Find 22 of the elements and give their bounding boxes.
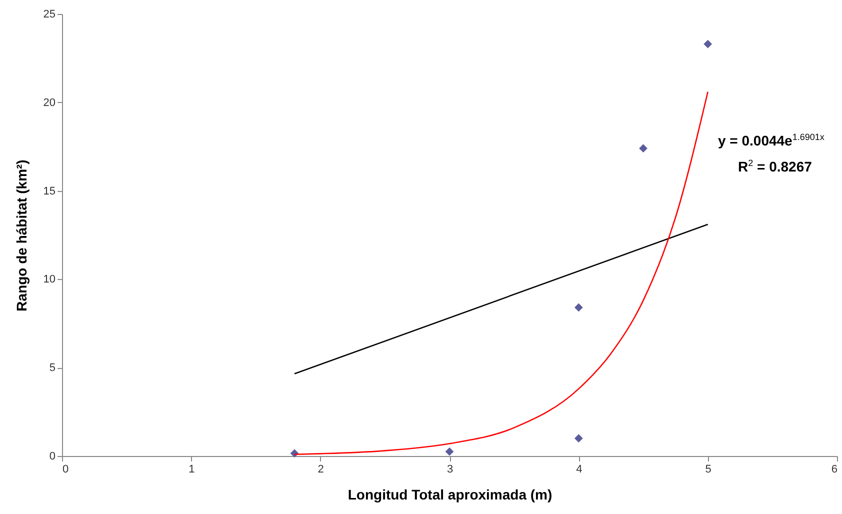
y-tick-label: 25 [43,8,56,20]
y-tick-label: 20 [43,96,56,109]
point [704,40,712,48]
x-tick-label: 3 [446,464,454,476]
point [574,303,583,312]
y-tick-label: 15 [43,185,56,198]
point [639,144,648,153]
x-tick-label: 1 [188,464,195,476]
point [445,447,454,456]
x-tick-label: 4 [576,464,582,476]
y-axis-title: Rango de hábitat (km²) [13,160,30,312]
y-tick-label: 0 [49,450,56,462]
annotation: y = 0.0044e$^{1.6901x}$ [718,132,824,149]
x-tick-label: 5 [705,464,712,476]
x-axis-title: Longitud Total aproximada (m) [348,486,552,502]
point [574,434,583,443]
x-tick-label: 2 [318,464,324,476]
annotation: R$^{2}$ = 0.8267 [738,158,812,175]
y-tick-label: 10 [43,274,56,286]
y-tick-label: 5 [49,362,56,374]
x-tick-label: 0 [62,464,69,476]
x-tick-label: 6 [831,464,838,476]
